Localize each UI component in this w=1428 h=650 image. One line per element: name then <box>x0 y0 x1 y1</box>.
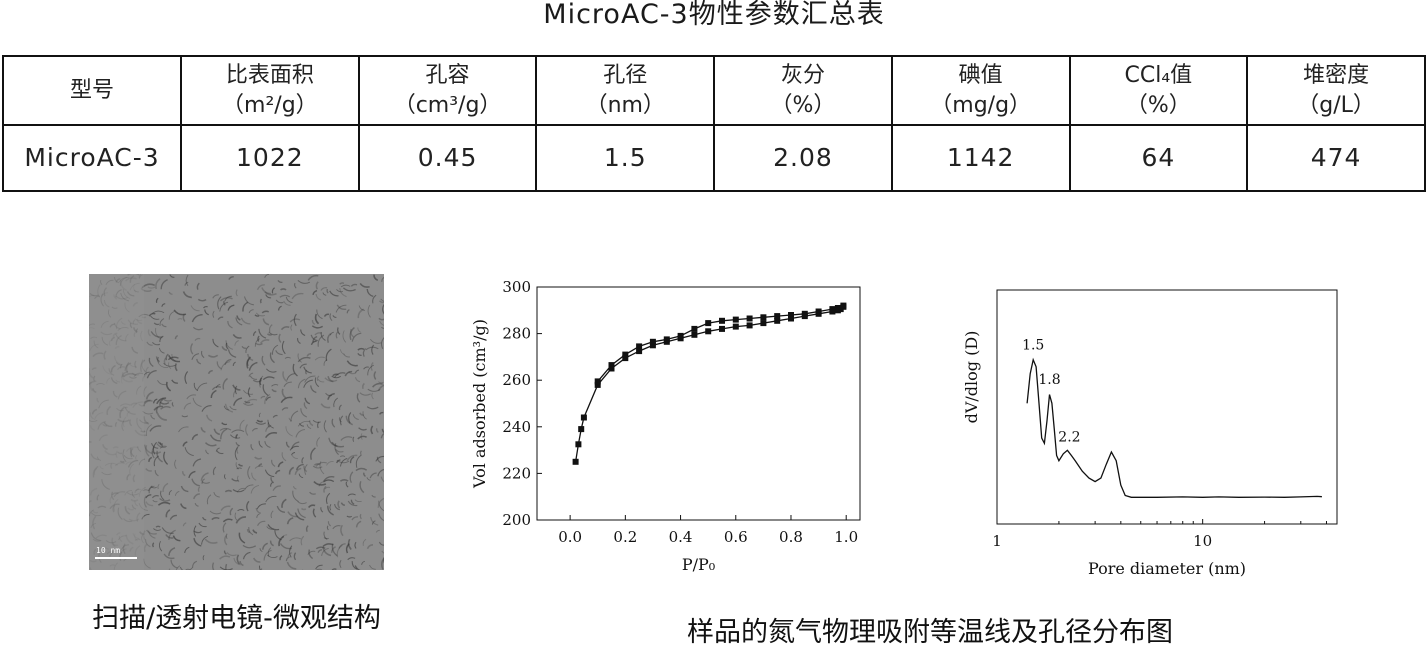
data-point <box>691 332 697 338</box>
data-point <box>719 318 725 324</box>
x-tick-label: 10 <box>1193 532 1212 550</box>
isotherm-chart: 0.0 0.2 0.4 0.6 0.8 1.0 200 220 240 260 280 300 P/P₀… <box>460 270 880 590</box>
data-point <box>747 316 753 322</box>
data-point <box>816 309 822 315</box>
data-point <box>829 306 835 312</box>
page-title: MicroAC-3物性参数汇总表 <box>0 0 1428 30</box>
data-point <box>747 322 753 328</box>
header-model: 型号 <box>3 56 181 125</box>
x-tick-label: 1.0 <box>834 528 858 546</box>
x-tick-label: 0.2 <box>613 528 637 546</box>
plot-frame <box>537 287 860 520</box>
header-unit: （nm） <box>537 91 713 121</box>
data-point <box>575 441 581 447</box>
data-point <box>835 305 841 311</box>
peak-label: 2.2 <box>1058 430 1080 446</box>
scale-label: 10 nm <box>96 546 120 555</box>
header-label: 堆密度 <box>1303 63 1369 88</box>
data-point <box>705 320 711 326</box>
header-label: 型号 <box>70 78 114 103</box>
properties-table: 型号 比表面积 （m²/g） 孔容 （cm³/g） 孔径 （nm） 灰分 （%）… <box>2 55 1426 192</box>
data-point <box>691 326 697 332</box>
x-axis-label: P/P₀ <box>682 555 715 574</box>
pore-distribution-chart: 1 10 Pore diameter (nm) dV/dlog (D) 1.5 1.8 2.… <box>950 270 1350 590</box>
tem-texture <box>89 274 384 570</box>
tem-micrograph: 10 nm <box>89 274 384 570</box>
data-point <box>578 426 584 432</box>
y-axis-label: dV/dlog (D) <box>962 331 981 424</box>
cell-pore-size: 1.5 <box>536 125 714 191</box>
tem-edge-haze <box>89 274 144 570</box>
y-tick-label: 240 <box>502 418 531 436</box>
x-tick-label: 0.8 <box>779 528 803 546</box>
tem-caption: 扫描/透射电镜-微观结构 <box>64 602 409 636</box>
cell-iodine: 1142 <box>892 125 1070 191</box>
data-point <box>733 317 739 323</box>
y-axis-label: Vol adsorbed (cm³/g) <box>470 319 489 489</box>
tem-fringe <box>261 299 262 303</box>
data-point <box>636 343 642 349</box>
y-tick-label: 260 <box>502 371 531 389</box>
header-unit: （%） <box>715 91 891 121</box>
header-unit: （cm³/g） <box>360 91 536 121</box>
header-label: 比表面积 <box>226 63 314 88</box>
header-label: 灰分 <box>781 63 825 88</box>
cell-bulk-density: 474 <box>1247 125 1425 191</box>
y-tick-label: 220 <box>502 464 531 482</box>
cell-surface-area: 1022 <box>181 125 359 191</box>
data-point <box>664 336 670 342</box>
data-point <box>760 320 766 326</box>
header-unit: （g/L） <box>1248 91 1424 121</box>
scale-bar <box>95 557 137 559</box>
cell-ash: 2.08 <box>714 125 892 191</box>
header-pore-size: 孔径 （nm） <box>536 56 714 125</box>
data-point <box>788 312 794 318</box>
y-tick-label: 300 <box>502 278 531 296</box>
x-tick-label: 0.6 <box>724 528 748 546</box>
header-surface-area: 比表面积 （m²/g） <box>181 56 359 125</box>
data-point <box>760 314 766 320</box>
cell-model: MicroAC-3 <box>3 125 181 191</box>
cell-pore-volume: 0.45 <box>359 125 537 191</box>
header-label: CCl₄值 <box>1125 63 1193 88</box>
header-label: 碘值 <box>959 63 1003 88</box>
data-point <box>840 303 846 309</box>
header-unit: （m²/g） <box>182 91 358 121</box>
peak-label: 1.5 <box>1022 337 1044 353</box>
data-point <box>609 362 615 368</box>
y-tick-label: 280 <box>502 325 531 343</box>
data-point <box>705 328 711 334</box>
cell-ccl4: 64 <box>1070 125 1248 191</box>
peak-label: 1.8 <box>1038 372 1060 388</box>
x-axis-label: Pore diameter (nm) <box>1088 559 1246 578</box>
data-point <box>733 324 739 330</box>
series-line <box>1027 360 1322 498</box>
x-tick-label: 0.0 <box>558 528 582 546</box>
data-point <box>595 378 601 384</box>
data-point <box>622 352 628 358</box>
header-iodine: 碘值 （mg/g） <box>892 56 1070 125</box>
x-tick-label: 1 <box>992 532 1002 550</box>
header-label: 孔径 <box>603 63 647 88</box>
header-bulk-density: 堆密度 （g/L） <box>1247 56 1425 125</box>
data-point <box>650 339 656 345</box>
header-ash: 灰分 （%） <box>714 56 892 125</box>
data-point <box>573 459 579 465</box>
header-unit: （mg/g） <box>893 91 1069 121</box>
tem-fringe <box>156 526 160 527</box>
table-row: MicroAC-3 1022 0.45 1.5 2.08 1142 64 474 <box>3 125 1425 191</box>
data-point <box>774 313 780 319</box>
header-ccl4: CCl₄值 （%） <box>1070 56 1248 125</box>
data-point <box>678 333 684 339</box>
x-tick-label: 0.4 <box>669 528 693 546</box>
data-point <box>802 311 808 317</box>
header-label: 孔容 <box>426 63 470 88</box>
y-tick-label: 200 <box>502 511 531 529</box>
data-point <box>581 415 587 421</box>
isotherm-caption: 样品的氮气物理吸附等温线及孔径分布图 <box>620 616 1240 650</box>
data-point <box>719 326 725 332</box>
header-unit: （%） <box>1071 91 1247 121</box>
table-header-row: 型号 比表面积 （m²/g） 孔容 （cm³/g） 孔径 （nm） 灰分 （%）… <box>3 56 1425 125</box>
header-pore-volume: 孔容 （cm³/g） <box>359 56 537 125</box>
